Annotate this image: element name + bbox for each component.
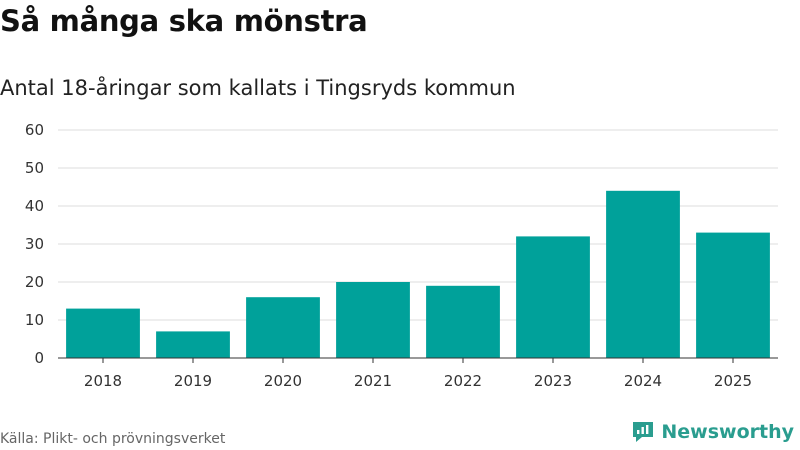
- brand-name: Newsworthy: [661, 421, 794, 443]
- bars: [66, 190, 770, 358]
- x-tick-label: 2021: [354, 372, 392, 390]
- bar-2020: [246, 297, 320, 358]
- chart-title: Så många ska mönstra: [0, 4, 368, 38]
- y-tick-label: 0: [34, 349, 44, 367]
- x-tick-label: 2024: [624, 372, 662, 390]
- x-tick-label: 2025: [714, 372, 752, 390]
- bar-2025: [696, 232, 770, 358]
- x-tick-label: 2023: [534, 372, 572, 390]
- bar-2022: [426, 285, 500, 358]
- y-axis-ticks: 0 10 20 30 40 50 60: [25, 121, 44, 367]
- bar-2018: [66, 308, 140, 358]
- bar-2021: [336, 282, 410, 358]
- y-tick-label: 60: [25, 121, 44, 139]
- bar-2023: [516, 236, 590, 358]
- chart-subtitle: Antal 18-åringar som kallats i Tingsryds…: [0, 76, 516, 100]
- x-axis-ticks: 2018 2019 2020 2021 2022 2023 2024 2025: [84, 358, 752, 390]
- y-tick-label: 30: [25, 235, 44, 253]
- y-tick-label: 10: [25, 311, 44, 329]
- source-note: Källa: Plikt- och prövningsverket: [0, 431, 226, 447]
- bar-2019: [156, 331, 230, 358]
- y-tick-label: 20: [25, 273, 44, 291]
- x-tick-label: 2019: [174, 372, 212, 390]
- bar-2024: [606, 190, 680, 358]
- newsworthy-logo-icon: [633, 422, 654, 442]
- y-tick-label: 50: [25, 159, 44, 177]
- y-tick-label: 40: [25, 197, 44, 215]
- x-tick-label: 2018: [84, 372, 122, 390]
- x-tick-label: 2022: [444, 372, 482, 390]
- brand-logo: Newsworthy: [631, 420, 794, 444]
- x-tick-label: 2020: [264, 372, 302, 390]
